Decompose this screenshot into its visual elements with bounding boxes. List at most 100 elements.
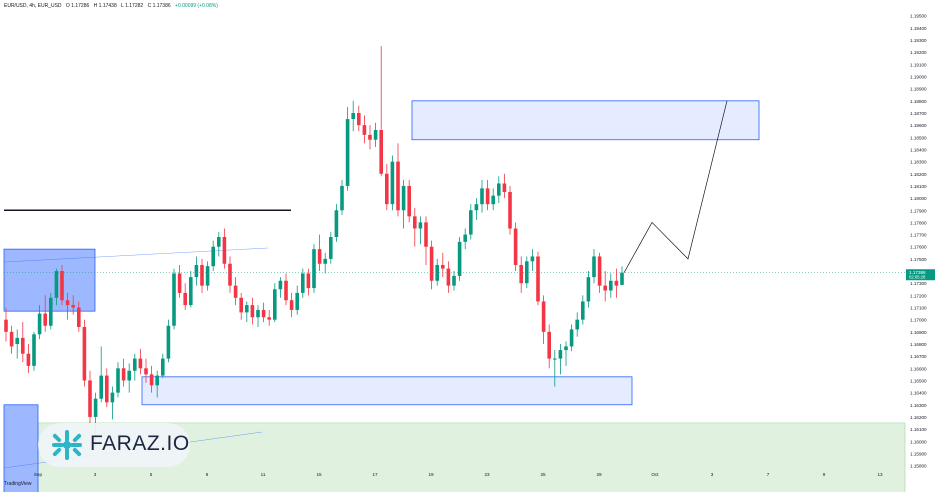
candle-body xyxy=(401,185,406,211)
symbol-label[interactable]: EUR/USD, 4h, EUR_USD xyxy=(4,3,62,9)
candle-body xyxy=(536,256,540,302)
candle-body xyxy=(351,112,355,120)
x-tick-label: 13 xyxy=(877,472,883,477)
candle-body xyxy=(603,285,607,291)
candle-body xyxy=(49,297,53,326)
candle-body xyxy=(334,210,339,237)
candle-body xyxy=(233,285,238,298)
x-tick-label: 25 xyxy=(540,472,546,477)
candle-body xyxy=(513,228,518,265)
candle-body xyxy=(547,331,551,359)
candle-body xyxy=(592,256,596,278)
y-tick-label: 1.16000 xyxy=(910,439,927,444)
projection-path xyxy=(623,100,728,273)
y-tick-label: 1.17700 xyxy=(910,233,927,238)
y-tick-label: 1.18600 xyxy=(910,123,927,128)
x-tick-label: 3 xyxy=(711,472,714,477)
candle-body xyxy=(267,317,271,320)
last-price-box xyxy=(906,269,935,281)
x-tick-label: 5 xyxy=(150,472,153,477)
open-value: O 1.17286 xyxy=(65,3,90,9)
candle-body xyxy=(250,305,255,318)
candle-body xyxy=(138,358,143,369)
candle-body xyxy=(317,249,322,264)
candle-body xyxy=(301,273,305,293)
zone-box xyxy=(3,404,39,492)
candle-body xyxy=(189,277,193,306)
candle-body xyxy=(273,289,277,320)
candle-body xyxy=(373,130,378,140)
candle-body xyxy=(463,234,467,242)
zone-box xyxy=(411,100,760,141)
faraz-logo-icon xyxy=(52,430,82,460)
candle-body xyxy=(525,261,529,284)
candle-body xyxy=(553,358,557,360)
candle-body xyxy=(239,297,243,313)
y-tick-label: 1.19300 xyxy=(910,38,927,43)
candle-body xyxy=(245,305,249,313)
candle-body xyxy=(295,292,299,310)
x-tick-label: 3 xyxy=(94,472,97,477)
candle-body xyxy=(413,216,417,229)
x-tick-label: 11 xyxy=(261,472,266,477)
candle-body xyxy=(306,273,311,289)
y-tick-label: 1.16500 xyxy=(910,378,927,383)
candle-body xyxy=(9,331,14,347)
y-tick-label: 1.17200 xyxy=(910,293,927,298)
y-tick-label: 1.18000 xyxy=(910,196,927,201)
y-tick-label: 1.19000 xyxy=(910,75,927,80)
candle-body xyxy=(88,380,92,417)
y-tick-label: 1.16200 xyxy=(910,415,927,420)
candle-body xyxy=(161,358,165,376)
low-value: L 1.17282 xyxy=(121,3,144,9)
candle-body xyxy=(457,241,462,276)
tradingview-brand[interactable]: TradingView xyxy=(4,481,32,487)
x-tick-label: Sep xyxy=(34,472,43,477)
candle-body xyxy=(217,237,221,247)
candle-body xyxy=(278,280,283,290)
candle-body xyxy=(155,375,159,386)
candle-body xyxy=(127,370,131,381)
y-tick-label: 1.16600 xyxy=(910,366,927,371)
candle-body xyxy=(54,271,59,298)
candle-body xyxy=(172,273,176,326)
candle-body xyxy=(435,264,439,281)
candle-body xyxy=(569,329,574,347)
candle-body xyxy=(37,313,42,335)
y-tick-label: 1.17000 xyxy=(910,318,927,323)
candle-body xyxy=(222,237,227,264)
candle-body xyxy=(609,280,613,291)
y-tick-label: 1.18100 xyxy=(910,184,927,189)
y-tick-label: 1.16300 xyxy=(910,403,927,408)
change-value: +0.00099 (+0.08%) xyxy=(175,3,218,9)
candle-body xyxy=(558,350,563,359)
candle-body xyxy=(586,277,591,302)
candle-body xyxy=(379,130,383,174)
candle-body xyxy=(329,237,333,259)
candle-body xyxy=(256,309,260,318)
x-tick-label: 17 xyxy=(372,472,378,477)
candle-body xyxy=(620,272,624,285)
y-tick-label: 1.16800 xyxy=(910,342,927,347)
candle-body xyxy=(284,280,288,301)
last-price-countdown: 02:05:28 xyxy=(909,275,926,280)
candle-body xyxy=(177,273,182,293)
y-tick-label: 1.17800 xyxy=(910,220,927,225)
x-tick-label: 7 xyxy=(767,472,770,477)
y-tick-label: 1.18400 xyxy=(910,147,927,152)
close-value: C 1.17386 xyxy=(147,3,171,9)
candle-body xyxy=(289,300,294,310)
candle-body xyxy=(228,263,232,286)
candle-body xyxy=(121,368,126,381)
candle-body xyxy=(194,264,199,278)
candle-body xyxy=(418,222,423,229)
y-tick-label: 1.18300 xyxy=(910,160,927,165)
candle-body xyxy=(77,307,81,327)
x-tick-label: 19 xyxy=(428,472,434,477)
x-tick-label: 15 xyxy=(316,472,322,477)
candle-body xyxy=(441,264,445,269)
y-tick-label: 1.18900 xyxy=(910,87,927,92)
candle-body xyxy=(312,249,316,289)
candle-body xyxy=(597,256,602,286)
